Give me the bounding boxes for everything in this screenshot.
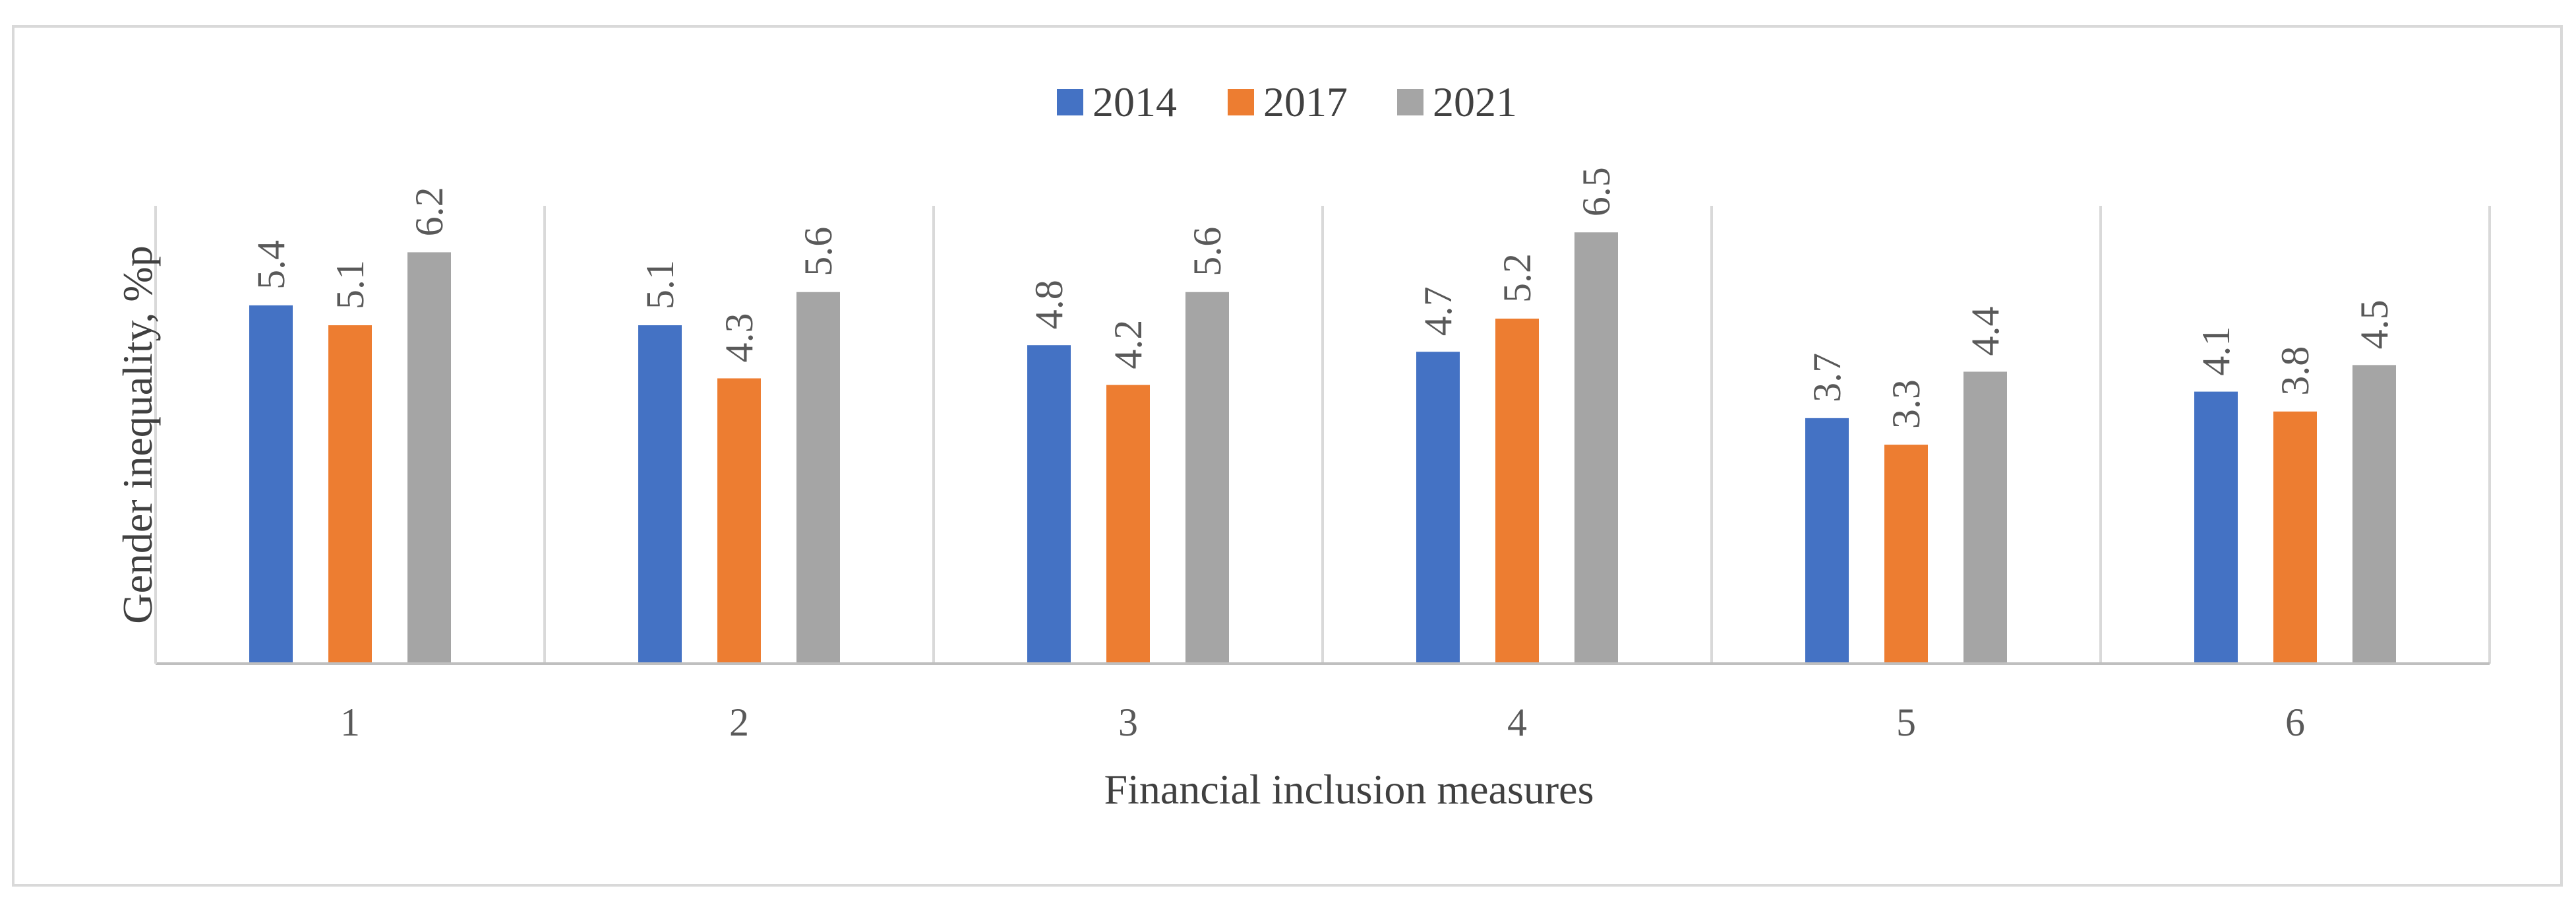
data-label-2014-cat-4: 4.7 (1416, 286, 1460, 336)
data-labels: 5.4 5.1 6.2 5.1 4.3 5.6 4.8 4.2 5.6 4.7 5.2 6.5 3.7 3… (249, 167, 2396, 429)
legend: 2014 2017 2021 (1057, 79, 1517, 125)
y-axis-title: Gender inequality, %p (114, 245, 161, 623)
x-tick-label: 2 (729, 701, 749, 744)
bar-2014-cat-4 (1416, 352, 1460, 664)
bar-2021-cat-2 (796, 292, 840, 664)
bar-2017-cat-4 (1495, 318, 1539, 664)
data-label-2014-cat-3: 4.8 (1027, 280, 1071, 329)
bar-2021-cat-1 (407, 252, 451, 664)
data-label-2021-cat-2: 5.6 (796, 227, 840, 276)
bar-2017-cat-3 (1106, 385, 1150, 664)
x-tick-label: 3 (1118, 701, 1138, 744)
legend-swatch-2017 (1228, 89, 1254, 115)
legend-label-2014: 2014 (1093, 79, 1177, 125)
bar-2014-cat-3 (1027, 345, 1071, 664)
data-label-2014-cat-6: 4.1 (2194, 327, 2238, 376)
data-label-2017-cat-3: 4.2 (1106, 320, 1150, 369)
legend-label-2021: 2021 (1433, 79, 1517, 125)
x-tick-label: 6 (2285, 701, 2305, 744)
bar-2021-cat-4 (1574, 232, 1618, 664)
data-label-2014-cat-1: 5.4 (249, 240, 293, 290)
data-label-2017-cat-6: 3.8 (2273, 346, 2317, 396)
bar-2014-cat-2 (638, 325, 682, 664)
bar-2021-cat-6 (2352, 365, 2396, 664)
x-tick-label: 4 (1507, 701, 1527, 744)
bar-2014-cat-1 (249, 305, 293, 664)
data-label-2014-cat-2: 5.1 (638, 260, 682, 309)
data-label-2021-cat-1: 6.2 (407, 187, 451, 236)
data-label-2021-cat-3: 5.6 (1185, 227, 1229, 276)
legend-label-2017: 2017 (1263, 79, 1348, 125)
data-label-2017-cat-4: 5.2 (1495, 253, 1539, 303)
chart-border (12, 25, 2563, 887)
legend-swatch-2014 (1057, 89, 1083, 115)
data-label-2021-cat-4: 6.5 (1574, 167, 1618, 216)
bar-2014-cat-6 (2194, 391, 2238, 664)
bar-2017-cat-6 (2273, 411, 2317, 664)
x-tick-label: 1 (340, 701, 360, 744)
x-axis-title: Financial inclusion measures (1104, 766, 1594, 813)
bar-2017-cat-5 (1884, 445, 1928, 664)
bar-2014-cat-5 (1805, 418, 1849, 664)
bar-2017-cat-2 (717, 378, 761, 664)
x-tick-labels: 1 2 3 4 5 6 (340, 701, 2305, 744)
bar-2021-cat-3 (1185, 292, 1229, 664)
data-label-2021-cat-6: 4.5 (2352, 299, 2396, 349)
x-tick-label: 5 (1896, 701, 1916, 744)
bar-2017-cat-1 (328, 325, 372, 664)
data-label-2017-cat-5: 3.3 (1884, 379, 1928, 429)
data-label-2014-cat-5: 3.7 (1805, 353, 1849, 402)
bars (249, 232, 2396, 664)
bar-2021-cat-5 (1963, 371, 2007, 664)
category-separators (543, 206, 2491, 664)
data-label-2021-cat-5: 4.4 (1963, 306, 2007, 356)
legend-swatch-2021 (1397, 89, 1423, 115)
data-label-2017-cat-2: 4.3 (717, 313, 761, 363)
data-label-2017-cat-1: 5.1 (328, 260, 372, 309)
